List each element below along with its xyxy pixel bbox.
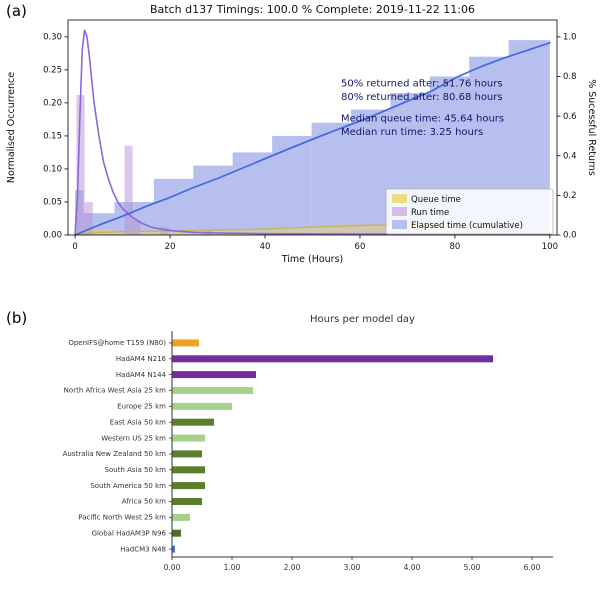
bar (172, 418, 214, 426)
bar (172, 498, 202, 505)
bar-label: Africa 50 km (122, 498, 166, 506)
svg-text:100: 100 (542, 242, 558, 252)
svg-text:1.00: 1.00 (224, 563, 241, 572)
bar-row: HadAM4 N144 (116, 371, 256, 379)
svg-text:0.25: 0.25 (43, 66, 62, 76)
svg-text:Run time: Run time (411, 208, 449, 218)
bar-row: HadCM3 N48 (120, 545, 175, 553)
svg-text:5.00: 5.00 (464, 563, 481, 572)
svg-text:0.20: 0.20 (43, 99, 62, 109)
bar (172, 450, 202, 458)
bar (172, 482, 205, 490)
bar-label: Western US 25 km (101, 434, 166, 442)
bar-label: Global HadAM3P N96 (92, 529, 167, 537)
svg-text:6.00: 6.00 (524, 563, 541, 572)
bar-row: Africa 50 km (122, 498, 202, 506)
bar-row: Western US 25 km (101, 434, 205, 442)
bar-label: HadAM4 N144 (116, 371, 167, 379)
bar-row: Global HadAM3P N96 (92, 529, 181, 537)
panel-a: (a) 0 20 40 60 80 100 0.00 0.05 0.10 0.15 0.20 0.25… (6, 2, 597, 265)
svg-text:40: 40 (260, 242, 271, 252)
legend: Queue time Run time Elapsed time (cumulati… (385, 188, 554, 235)
bar (172, 355, 493, 363)
svg-text:Queue time: Queue time (411, 195, 461, 205)
svg-text:0.00: 0.00 (164, 563, 181, 572)
chart-a-title: Batch d137 Timings: 100.0 % Complete: 20… (150, 3, 475, 16)
svg-text:2.00: 2.00 (284, 563, 301, 572)
bar (172, 545, 175, 553)
x-ticks: 0.00 1.00 2.00 3.00 4.00 5.00 6.00 (164, 557, 541, 572)
bar-row: South America 50 km (90, 482, 205, 490)
svg-text:0.10: 0.10 (43, 165, 62, 175)
bar (172, 339, 199, 347)
svg-text:0: 0 (72, 242, 77, 252)
svg-text:0.30: 0.30 (43, 33, 62, 43)
bar-label: OpenIFS@home T159 (N80) (68, 339, 166, 347)
bar (172, 513, 190, 521)
run-time-line (74, 29, 551, 236)
svg-text:4.00: 4.00 (404, 563, 421, 572)
panel-a-label: (a) (6, 2, 27, 20)
svg-text:50% returned after: 51.76 hour: 50% returned after: 51.76 hours (341, 78, 503, 89)
svg-text:3.00: 3.00 (344, 563, 361, 572)
axis-ticks: 0 20 40 60 80 100 0.00 0.05 0.10 0.15 0.20 0.25 0.30… (43, 33, 576, 252)
svg-text:0.00: 0.00 (43, 231, 62, 241)
svg-text:80% returned after: 80.68 hour: 80% returned after: 80.68 hours (341, 92, 503, 103)
left-y-axis-label: Normalised Occurrence (6, 72, 17, 183)
bar-label: HadAM4 N216 (116, 355, 167, 363)
svg-text:0.2: 0.2 (563, 191, 577, 201)
bar-label: Pacific North West 25 km (78, 514, 166, 522)
svg-text:Elapsed time (cumulative): Elapsed time (cumulative) (411, 221, 523, 231)
svg-text:60: 60 (355, 242, 366, 252)
x-axis-label: Time (Hours) (281, 254, 344, 265)
svg-text:Median run time: 3.25 hours: Median run time: 3.25 hours (341, 127, 483, 138)
cumulative-returns-line (74, 41, 551, 236)
bar-rows: OpenIFS@home T159 (N80) HadAM4 N216 HadAM4… (63, 339, 493, 553)
bar (172, 466, 205, 474)
svg-text:80: 80 (450, 242, 461, 252)
bar-label: North Africa West Asia 25 km (64, 387, 167, 395)
bar (172, 529, 181, 537)
bar-row: East Asia 50 km (110, 418, 214, 426)
bar-row: Australia New Zealand 50 km (63, 450, 202, 458)
svg-text:Median queue time: 45.64 hours: Median queue time: 45.64 hours (341, 113, 504, 124)
bar-row: South Asia 50 km (105, 466, 205, 474)
bar-row: Europe 25 km (117, 403, 232, 411)
bar (172, 387, 253, 394)
bar-label: HadCM3 N48 (120, 545, 166, 553)
bar-row: North Africa West Asia 25 km (64, 387, 253, 395)
panel-b-label: (b) (6, 309, 28, 327)
bar-label: Australia New Zealand 50 km (63, 450, 167, 458)
bar-label: South Asia 50 km (105, 466, 167, 474)
bar-label: South America 50 km (90, 482, 166, 490)
right-y-axis-label: % Sucessful Returns (586, 79, 597, 176)
bar (172, 434, 205, 442)
bar-label: Europe 25 km (117, 403, 166, 411)
hours-per-model-day-chart: Hours per model day OpenIFS@home T159 (N8… (63, 314, 553, 572)
bar-label: East Asia 50 km (110, 418, 166, 426)
bar (172, 402, 232, 410)
batch-timings-chart: 0 20 40 60 80 100 0.00 0.05 0.10 0.15 0.20 0.25 0.30… (6, 3, 597, 265)
svg-text:0.05: 0.05 (43, 198, 62, 208)
bar-row: OpenIFS@home T159 (N80) (68, 339, 199, 347)
svg-text:1.0: 1.0 (563, 33, 577, 43)
svg-text:20: 20 (165, 242, 176, 252)
panel-b: (b) Hours per model day OpenIFS@home T159… (0, 295, 600, 590)
svg-text:0.0: 0.0 (563, 231, 577, 241)
bar (172, 371, 256, 379)
svg-text:0.4: 0.4 (563, 151, 577, 161)
chart-b-title: Hours per model day (310, 314, 415, 325)
annotation-block-2: Median queue time: 45.64 hours Median run… (341, 113, 504, 138)
svg-text:0.8: 0.8 (563, 72, 577, 82)
plot-border (67, 19, 558, 236)
svg-text:0.15: 0.15 (43, 132, 62, 142)
bar-row: Pacific North West 25 km (78, 514, 190, 522)
annotation-block-1: 50% returned after: 51.76 hours 80% retur… (341, 78, 503, 103)
svg-text:0.6: 0.6 (563, 112, 577, 122)
